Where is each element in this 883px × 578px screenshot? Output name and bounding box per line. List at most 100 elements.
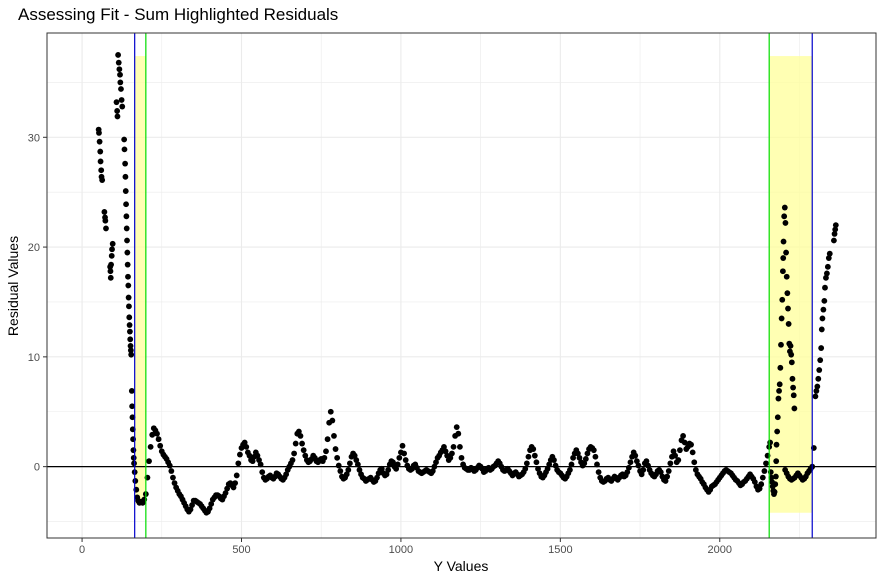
residual-point [788,359,795,366]
residual-point [546,461,553,468]
residual-point [592,453,599,460]
residual-point [383,471,390,478]
y-tick-label: 20 [28,242,40,254]
x-tick-label: 1500 [548,544,572,556]
residual-point [544,465,551,472]
residual-point [689,449,696,456]
residual-point [127,342,134,349]
residual-point [784,290,791,297]
residual-point [291,450,298,457]
x-tick-label: 500 [232,544,250,556]
y-tick-label: 10 [28,352,40,364]
residual-point [256,457,262,463]
residual-point [166,462,173,469]
residual-point [831,237,837,244]
residual-point [300,447,307,454]
residual-point [818,326,825,333]
residual-point [450,443,457,450]
residual-point [402,457,409,463]
residual-point [773,441,780,448]
residual-point [777,364,784,371]
x-tick-label: 1000 [389,544,413,556]
panel-border-layer [46,32,877,539]
residual-point [664,473,671,480]
residual-point [818,345,825,351]
residual-point [782,220,789,226]
residual-point [594,461,600,468]
residual-point [791,405,798,412]
residual-point [788,351,795,358]
residual-point [595,469,602,476]
residual-point [130,454,137,461]
residual-point [222,490,229,496]
residual-point [345,467,352,473]
residual-point [785,321,792,327]
residual-point [783,249,789,256]
residual-point [449,450,455,457]
residual-point [343,471,350,478]
residual-point [122,173,129,180]
residual-point [249,458,256,465]
residual-point [691,459,698,466]
residual-point [778,341,784,348]
x-tick-label: 0 [79,544,85,556]
residual-point [116,66,123,73]
residual-point [823,270,830,277]
residual-point [530,446,537,452]
residual-point [118,97,125,103]
residual-point [108,252,115,259]
residual-point [576,454,583,461]
residual-point [640,467,647,473]
residual-point [114,113,121,120]
residual-point [433,459,439,466]
residual-point [821,297,828,304]
residual-point [96,130,102,136]
residual-point [126,303,132,310]
residual-point [121,146,128,153]
residual-point [125,273,131,280]
residual-point [129,414,136,421]
residual-point [108,261,114,268]
residual-point [297,433,304,439]
residual-point [259,469,266,476]
residual-point [356,467,363,473]
residual-point [773,458,780,465]
residual-point [123,225,130,232]
residual-point [117,79,124,86]
residual-point [99,177,106,184]
residual-point [170,474,176,481]
residual-point [96,138,103,145]
residual-point [103,225,109,232]
residual-point [831,231,838,237]
residual-point [123,201,129,208]
residual-point [584,450,591,457]
chart-title: Assessing Fit - Sum Highlighted Residual… [18,5,339,24]
residual-point [187,506,194,513]
residual-point [667,460,674,467]
residual-point [98,167,105,174]
residual-point [789,375,796,382]
residual-point [785,305,791,312]
residual-point [525,453,532,460]
residual-point [625,464,632,471]
residual-point [122,160,129,167]
residual-point [168,468,175,474]
panel-border [46,32,877,539]
residual-point [817,357,824,364]
residual-point [772,481,779,488]
residual-point [299,440,305,447]
residual-point [124,237,130,244]
residual-point [128,351,135,358]
residual-point [132,478,139,484]
residual-point [590,447,597,454]
residual-point [582,456,589,462]
residual-point [283,471,290,478]
residual-point [257,461,264,468]
residual-point [329,417,336,424]
residual-point [230,484,237,491]
residual-point [825,255,832,261]
residual-point [130,447,137,454]
residual-point [127,347,134,354]
residual-point [787,342,794,349]
